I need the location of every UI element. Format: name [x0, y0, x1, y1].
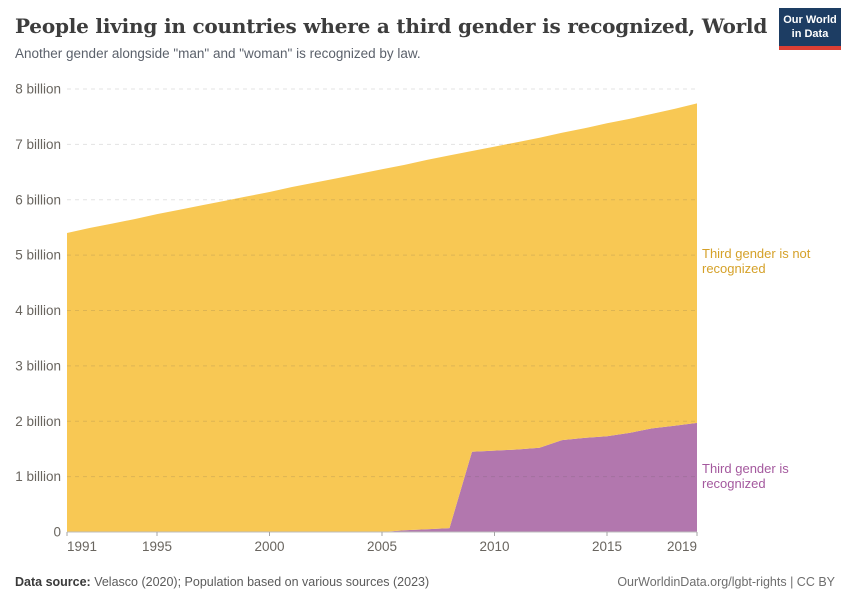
- x-tick-label: 2005: [367, 539, 397, 554]
- area-series-1[interactable]: [67, 103, 697, 533]
- y-tick-label: 5 billion: [15, 248, 61, 263]
- chart-subtitle: Another gender alongside "man" and "woma…: [15, 46, 421, 61]
- y-tick-label: 8 billion: [15, 82, 61, 97]
- chart-footer: Data source: Velasco (2020); Population …: [15, 575, 835, 589]
- x-tick-label: 2010: [479, 539, 509, 554]
- x-tick-label: 2019: [667, 539, 697, 554]
- owid-logo-line2: in Data: [791, 28, 829, 41]
- x-tick-label: 2015: [592, 539, 622, 554]
- y-tick-label: 1 billion: [15, 469, 61, 484]
- y-tick-label: 6 billion: [15, 192, 61, 207]
- data-source-text: Velasco (2020); Population based on vari…: [90, 575, 430, 589]
- data-source: Data source: Velasco (2020); Population …: [15, 575, 429, 589]
- area-series-0[interactable]: [67, 422, 697, 532]
- y-tick-label: 2 billion: [15, 414, 61, 429]
- series-label-recognized: Third gender is recognized: [702, 461, 789, 492]
- x-tick-label: 2000: [254, 539, 284, 554]
- owid-logo-line1: Our World: [783, 14, 837, 26]
- data-source-label: Data source:: [15, 575, 91, 589]
- license-credit[interactable]: OurWorldinData.org/lgbt-rights | CC BY: [617, 575, 835, 589]
- chart-title: People living in countries where a third…: [15, 14, 768, 38]
- x-tick-label: 1991: [67, 539, 97, 554]
- y-tick-label: 4 billion: [15, 303, 61, 318]
- y-tick-label: 3 billion: [15, 358, 61, 373]
- y-tick-label: 0: [53, 525, 61, 540]
- series-label-not-recognized: Third gender is not recognized: [702, 246, 811, 277]
- owid-logo[interactable]: Our World in Data: [779, 8, 841, 50]
- y-tick-label: 7 billion: [15, 137, 61, 152]
- x-tick-label: 1995: [142, 539, 172, 554]
